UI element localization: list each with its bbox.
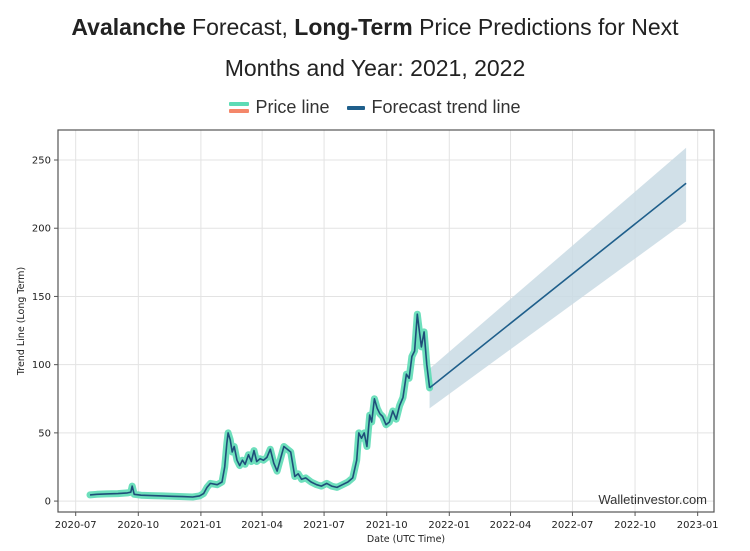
x-tick-label: 2020-07 [55,520,97,531]
forecast-trend-line [429,182,687,389]
x-tick-label: 2022-07 [552,520,594,531]
price-line [89,313,431,498]
title-term: Long-Term [294,14,413,40]
y-tick-label: 100 [32,360,51,371]
title-coin-name: Avalanche [71,14,186,40]
x-tick-label: 2022-04 [490,520,532,531]
legend-item-forecast: Forecast trend line [347,97,521,118]
forecast-confidence-band [429,147,687,409]
forecast-band [429,147,687,409]
x-tick-label: 2021-10 [366,520,408,531]
y-tick-label: 0 [45,497,51,508]
y-tick-label: 200 [32,224,51,235]
forecast-line-swatch-icon [347,105,366,110]
x-tick-label: 2021-01 [180,520,222,531]
y-axis-label: Trend Line (Long Term) [16,267,27,376]
y-tick-label: 250 [32,156,51,167]
x-tick-label: 2020-10 [117,520,159,531]
y-tick-label: 50 [38,428,51,439]
x-tick-label: 2023-01 [677,520,719,531]
y-tick-label: 150 [32,292,51,303]
chart-title-line-1: Avalanche Forecast, Long-Term Price Pred… [0,13,750,41]
chart-legend: Price line Forecast trend line [0,97,750,118]
legend-item-price: Price line [229,97,329,118]
series-lines [86,182,687,501]
price-line-swatch-icon [229,102,250,113]
title-text-2: Price Predictions for Next [412,14,679,40]
chart-title-line-2: Months and Year: 2021, 2022 [224,55,526,81]
grid-lines [58,130,714,512]
x-tick-label: 2022-10 [614,520,656,531]
y-axis-ticks: 0 50 100 150 200 250 [32,156,58,508]
x-axis-ticks: 2020-07 2020-10 2021-01 2021-04 2021-07 2021-… [55,512,719,531]
price-line-glow [86,310,434,501]
plot-frame [57,129,715,513]
x-tick-label: 2021-07 [303,520,345,531]
title-text-1: Forecast, [185,14,295,40]
legend-label-forecast: Forecast trend line [371,97,521,117]
x-tick-label: 2022-01 [428,520,470,531]
x-axis-label: Date (UTC Time) [367,534,445,545]
x-tick-label: 2021-04 [241,520,283,531]
legend-label-price: Price line [255,97,330,117]
watermark: Walletinvestor.com [598,492,707,507]
